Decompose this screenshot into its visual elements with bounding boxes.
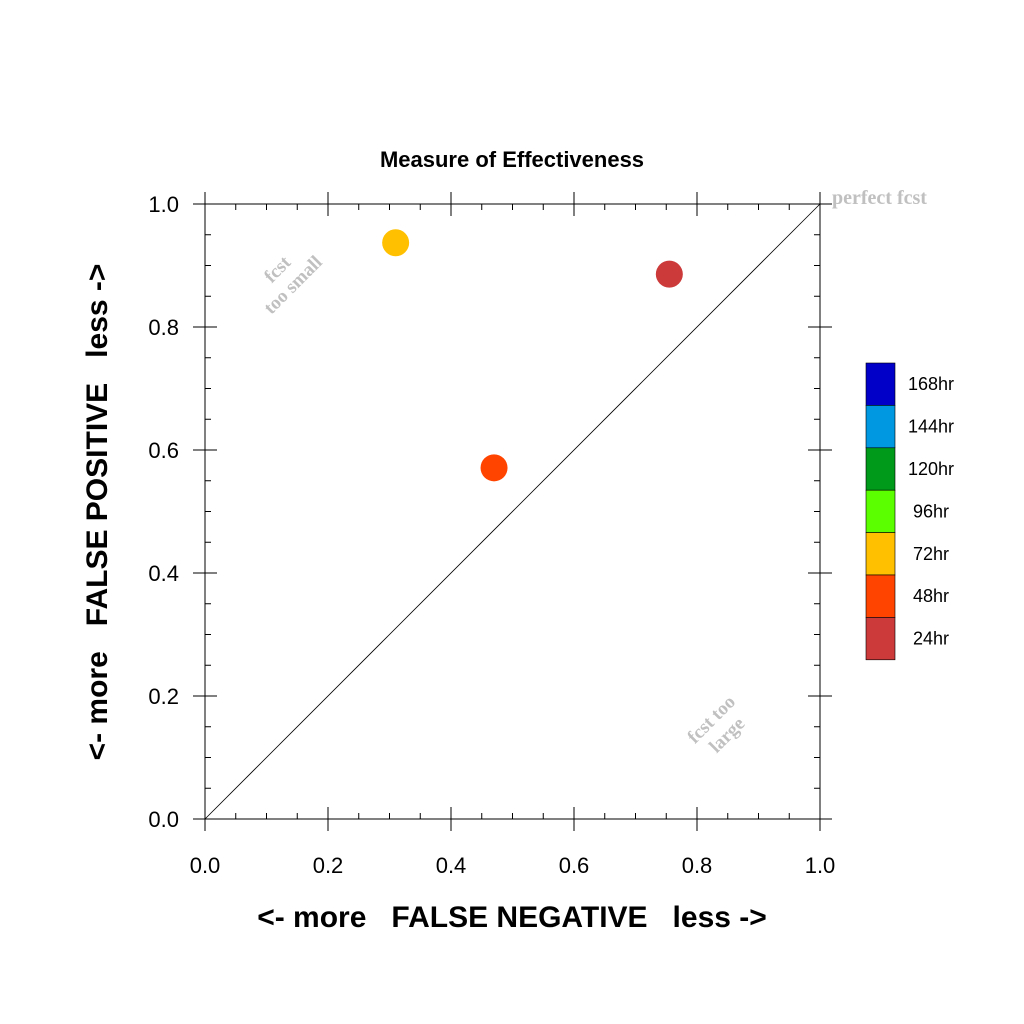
annotation-too-small: fcst too small — [260, 252, 327, 319]
legend-label-96hr: 96hr — [913, 501, 949, 521]
perfect-forecast-diagonal — [204, 203, 821, 820]
legend-swatch-120hr — [865, 447, 896, 491]
y-tick-label: 0.8 — [148, 315, 179, 340]
legend-label-120hr: 120hr — [908, 459, 954, 479]
y-tick-label: 0.2 — [148, 684, 179, 709]
legend-label-48hr: 48hr — [913, 586, 949, 606]
y-tick-labels: 0.0 0.2 0.4 0.6 0.8 1.0 — [148, 192, 179, 832]
plot-area: 0.0 0.2 0.4 0.6 0.8 1.0 0.0 0.2 0.4 0.6 0.8 1.0 — [148, 192, 835, 878]
y-tick-label: 0.6 — [148, 438, 179, 463]
legend-swatch-168hr — [865, 362, 896, 406]
legend-swatch-48hr — [865, 574, 896, 618]
x-tick-label: 0.8 — [682, 853, 713, 878]
x-tick-label: 0.2 — [313, 853, 344, 878]
legend-label-24hr: 24hr — [913, 629, 949, 649]
chart-title: Measure of Effectiveness — [380, 147, 644, 172]
annotation-perfect-forecast: perfect fcst — [832, 187, 927, 209]
x-tick-labels: 0.0 0.2 0.4 0.6 0.8 1.0 — [190, 853, 836, 878]
data-points — [382, 229, 683, 482]
x-tick-label: 1.0 — [805, 853, 836, 878]
legend-swatch-96hr — [865, 489, 896, 533]
y-tick-label: 0.0 — [148, 807, 179, 832]
legend-swatch-144hr — [865, 405, 896, 449]
x-axis-title: <- more FALSE NEGATIVE less -> — [257, 901, 767, 934]
x-tick-label: 0.4 — [436, 853, 467, 878]
data-point-72hr — [382, 229, 410, 257]
x-tick-label: 0.6 — [559, 853, 590, 878]
axis-ticks — [193, 192, 832, 831]
data-point-48hr — [480, 454, 508, 482]
y-tick-label: 1.0 — [148, 192, 179, 217]
x-tick-label: 0.0 — [190, 853, 221, 878]
y-axis-title: <- more FALSE POSITIVE less -> — [81, 264, 114, 761]
data-point-24hr — [655, 260, 683, 288]
legend: 168hr 144hr 120hr 96hr 72hr 48hr 24hr — [865, 362, 954, 661]
legend-label-144hr: 144hr — [908, 417, 954, 437]
annotation-too-large: fcst too large — [684, 692, 750, 758]
legend-swatch-24hr — [865, 617, 896, 661]
legend-label-168hr: 168hr — [908, 374, 954, 394]
legend-label-72hr: 72hr — [913, 544, 949, 564]
y-tick-label: 0.4 — [148, 561, 179, 586]
legend-swatch-72hr — [865, 532, 896, 576]
